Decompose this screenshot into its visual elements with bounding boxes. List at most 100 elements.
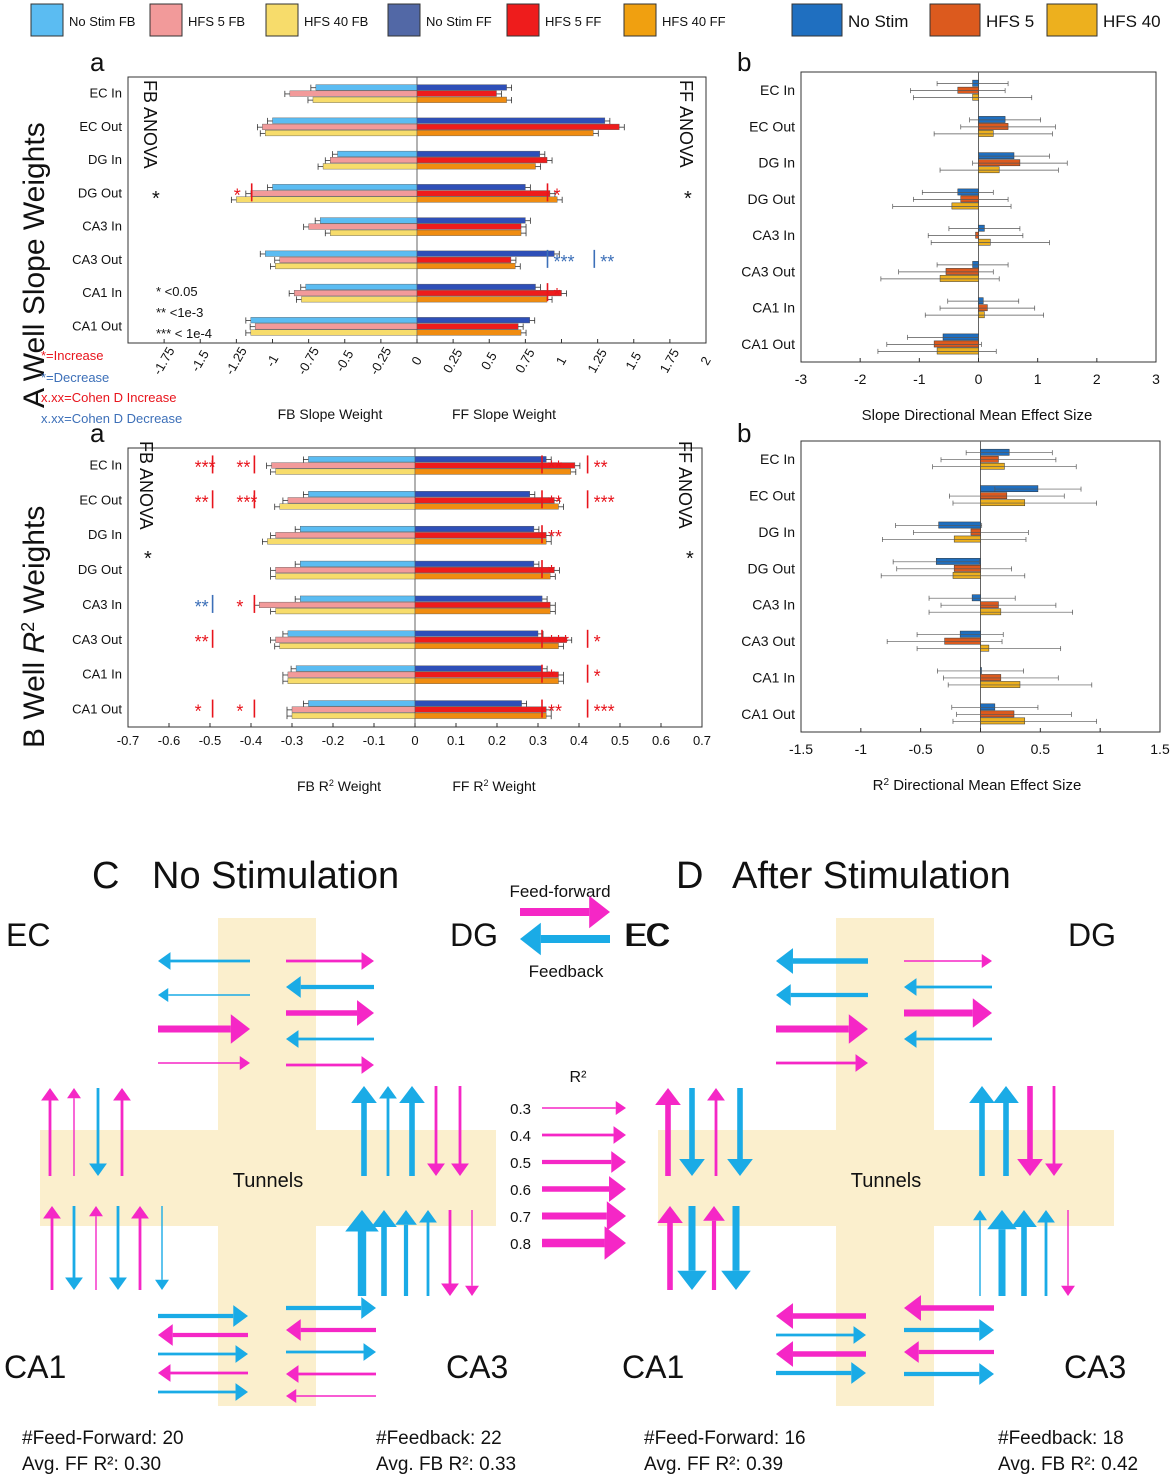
tick-label: -0.75: [294, 344, 322, 377]
arrow-feedback-head: [851, 1362, 866, 1384]
tick-label: 1: [1096, 741, 1104, 757]
effect-bar: [980, 485, 1039, 493]
fb-bar: [275, 608, 416, 615]
sig-stars: **: [548, 527, 562, 547]
category-label: CA3 In: [752, 227, 795, 243]
key-r2-label: R²: [570, 1069, 588, 1086]
tick-label: 2: [697, 354, 714, 368]
arrow-feedback-head: [979, 1363, 994, 1385]
sig-stars: ***: [548, 632, 569, 652]
arrow-feedforward-head: [776, 1341, 793, 1367]
key-scale-label: 0.3: [510, 1101, 531, 1118]
key-scale-arrow-head: [613, 1126, 626, 1144]
x-axis-label: FF Slope Weight: [452, 406, 556, 422]
fb-bar: [301, 296, 418, 303]
category-label: EC In: [760, 451, 795, 467]
category-label: CA1 Out: [72, 318, 122, 333]
tick-label: -1.75: [150, 344, 178, 377]
arrow-feedback-head: [969, 1086, 995, 1103]
sig-stars: ***: [195, 457, 216, 477]
legend-label: No Stim FF: [426, 14, 492, 29]
category-label: CA1 Out: [741, 336, 795, 352]
effect-bar: [978, 224, 985, 232]
sig-stars: ***: [236, 492, 257, 512]
legend-label: No Stim FB: [69, 14, 135, 29]
ff-bar: [416, 163, 536, 170]
legend-swatch: [929, 3, 981, 37]
ff-anova-label: FF ANOVA: [675, 441, 695, 529]
effect-bar: [980, 492, 1008, 500]
effect-bar: [953, 535, 981, 543]
arrow-feedforward-head: [131, 1206, 149, 1219]
fb-bar: [308, 456, 416, 463]
category-label: EC Out: [749, 488, 795, 504]
x-axis-label: FB R2 Weight: [297, 778, 381, 794]
sig-stars: *: [594, 667, 601, 687]
diagram-d: Tunnels EC DG CA1 CA3: [622, 917, 1126, 1406]
arrow-feedforward-head: [1017, 1159, 1043, 1176]
ff-bar: [416, 263, 516, 270]
effect-bar: [953, 565, 981, 572]
legend-label: HFS 5: [986, 12, 1034, 31]
tick-label: 0.5: [1031, 741, 1051, 757]
category-label: CA1 Out: [72, 702, 122, 717]
tick-label: 0: [975, 371, 983, 387]
effect-bar: [980, 681, 1021, 688]
tick-label: 0.7: [693, 733, 711, 748]
ff-bar: [416, 323, 519, 330]
arrow-feedback-head: [904, 978, 917, 996]
ff-bar: [414, 538, 547, 545]
arrow-feedback-head: [973, 1210, 987, 1221]
fb-bar: [272, 184, 418, 191]
ff-bar: [414, 677, 559, 684]
c-fb-stats: #Feedback: 22 Avg. FB R²: 0.33: [376, 1426, 516, 1478]
effect-bar: [970, 528, 981, 536]
ff-bar: [414, 573, 551, 580]
arrow-feedforward-head: [904, 1341, 919, 1363]
arrow-feedback-head: [363, 1343, 376, 1361]
tick-label: -0.3: [281, 733, 303, 748]
tick-label: 1.5: [622, 349, 644, 372]
ff-bar: [414, 706, 547, 713]
fb-bar: [275, 573, 416, 580]
legend-swatch: [791, 3, 843, 37]
panel-label-d: D: [676, 855, 703, 897]
ff-bar: [414, 560, 535, 567]
key-scale-label: 0.4: [510, 1128, 531, 1145]
ff-bar: [416, 96, 507, 103]
tick-label: -1: [855, 741, 868, 757]
ff-bar: [414, 491, 531, 498]
legend-label: HFS 5 FB: [188, 14, 245, 29]
ff-bar: [416, 317, 530, 324]
fb-bar: [275, 567, 416, 574]
arrow-feedback-head: [235, 1345, 248, 1363]
arrow-feedforward-head: [972, 998, 992, 1028]
arrow-feedback-head: [233, 1305, 248, 1327]
effect-bar: [960, 195, 979, 203]
key-scale-label: 0.5: [510, 1155, 531, 1172]
tick-label: 0.25: [440, 346, 466, 375]
arrow-feedforward-head: [707, 1088, 725, 1101]
ff-bar: [416, 184, 526, 191]
effect-bar: [980, 674, 1002, 681]
chart-b-effect: EC In EC Out DG In DG Out CA3 In CA3 Out CA1 I…: [741, 440, 1170, 757]
effect-bar: [980, 644, 990, 652]
arrow-feedback-head: [286, 1030, 299, 1048]
fb-bar: [330, 157, 418, 164]
sig-stars: ***: [554, 252, 575, 272]
ff-bar: [416, 84, 507, 91]
arrow-feedback-head: [395, 1210, 417, 1225]
effect-bar: [980, 667, 982, 674]
arrow-feedback-head: [419, 1210, 437, 1223]
arrow-feedback-head: [155, 1279, 169, 1290]
arrow-feedback-head: [379, 1086, 397, 1099]
c-ff-count: 20: [162, 1428, 184, 1449]
ff-bar: [414, 503, 559, 510]
arrow-feedback-head: [727, 1159, 753, 1176]
key-scale-arrow-head: [609, 1176, 626, 1202]
category-label: EC Out: [79, 492, 122, 507]
fb-bar: [250, 190, 418, 197]
sig-legend-line: * <0.05: [156, 284, 198, 299]
fb-bar: [287, 677, 416, 684]
